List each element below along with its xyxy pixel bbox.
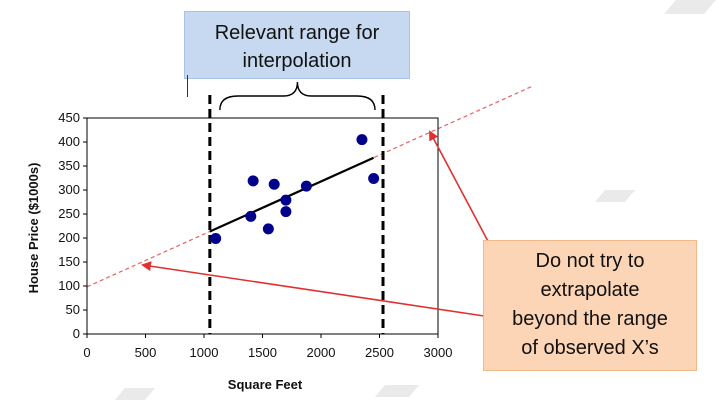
data-point <box>262 223 274 235</box>
y-tick-label: 450 <box>58 110 80 125</box>
y-tick-label: 200 <box>58 230 80 245</box>
warning-arrow-lower <box>141 261 485 317</box>
data-point <box>356 134 368 146</box>
data-point <box>280 194 292 206</box>
data-point <box>368 172 380 184</box>
x-tick-label: 500 <box>135 345 157 360</box>
y-tick-label: 400 <box>58 134 80 149</box>
extrapolation-warning-callout: Do not try to extrapolate beyond the ran… <box>483 240 697 371</box>
data-point <box>245 210 257 222</box>
warning-text-line4: of observed X’s <box>521 337 659 359</box>
y-tick-label: 50 <box>66 302 80 317</box>
y-tick-label: 250 <box>58 206 80 221</box>
interpolation-callout: Relevant range for interpolation <box>184 11 410 97</box>
y-axis-label: House Price ($1000s) <box>26 163 41 294</box>
x-tick-label: 1000 <box>190 345 219 360</box>
data-point <box>210 232 222 244</box>
y-tick-label: 0 <box>73 326 80 341</box>
warning-text-line2: extrapolate <box>540 279 640 301</box>
y-tick-label: 100 <box>58 278 80 293</box>
x-tick-label: 3000 <box>424 345 453 360</box>
range-brace <box>219 81 376 111</box>
extrapolation-line <box>86 86 532 288</box>
y-tick-label: 350 <box>58 158 80 173</box>
data-point <box>280 206 292 218</box>
y-tick-label: 300 <box>58 182 80 197</box>
x-tick-label: 0 <box>83 345 90 360</box>
x-axis-label: Square Feet <box>228 377 303 392</box>
x-tick-label: 2000 <box>307 345 336 360</box>
y-tick-label: 150 <box>58 254 80 269</box>
warning-text-line3: beyond the range <box>512 308 668 330</box>
regression-line <box>209 156 375 233</box>
data-point <box>247 175 259 187</box>
interpolation-text-line1: Relevant range for <box>214 22 380 44</box>
warning-text-line1: Do not try to <box>535 250 645 272</box>
data-point <box>300 180 312 192</box>
text-cursor <box>187 75 188 97</box>
data-point <box>268 178 280 190</box>
x-tick-label: 1500 <box>248 345 277 360</box>
interpolation-text-line2-label: interpolation <box>242 50 352 72</box>
warning-arrow-upper <box>429 130 491 246</box>
x-tick-label: 2500 <box>365 345 394 360</box>
interpolation-text-line2: interpolation <box>185 47 409 97</box>
